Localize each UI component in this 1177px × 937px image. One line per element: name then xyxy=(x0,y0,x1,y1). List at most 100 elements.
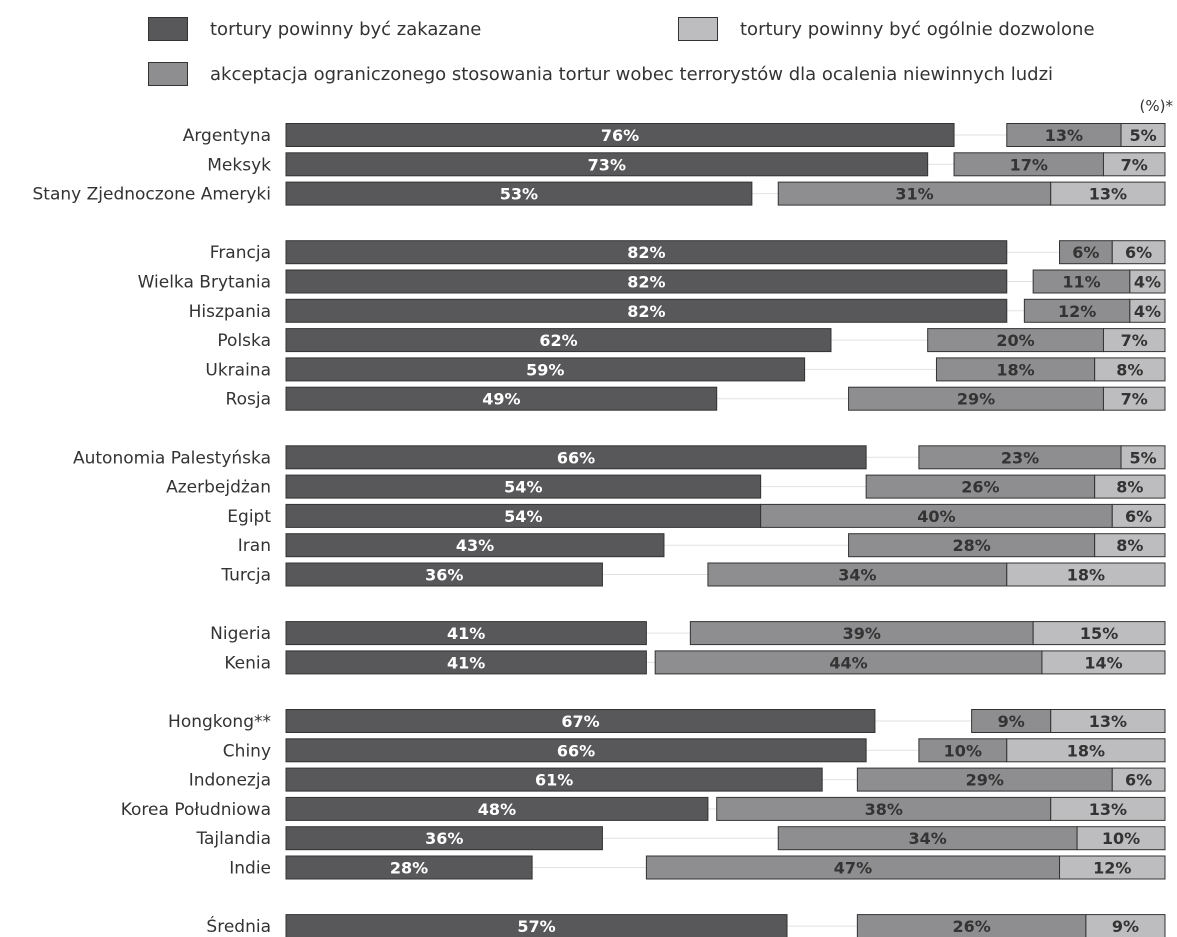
value-label-allowed: 6% xyxy=(1125,243,1152,262)
bar-banned xyxy=(285,855,533,880)
bar-banned xyxy=(285,328,832,353)
bar-row-azerbejdzan: Azerbejdżan 54% 26% 8% xyxy=(166,474,1166,499)
unit-label: (%)* xyxy=(1139,97,1173,115)
value-label-allowed: 14% xyxy=(1084,653,1122,672)
bar-row-hongkong: Hongkong** 67% 9% 13% xyxy=(168,709,1166,733)
value-label-limited: 10% xyxy=(944,741,982,760)
bar-row-indonezja: Indonezja 61% 29% 6% xyxy=(189,767,1166,792)
bar-allowed xyxy=(1129,269,1166,294)
bar-row-rosja: Rosja 49% 29% 7% xyxy=(226,386,1166,411)
bar-allowed xyxy=(1006,738,1166,763)
bar-allowed xyxy=(1085,914,1166,937)
bar-allowed xyxy=(1094,533,1166,558)
category-label: Iran xyxy=(238,536,271,556)
bar-row-hiszpania: Hiszpania 82% 12% 4% xyxy=(189,298,1166,323)
value-label-allowed: 6% xyxy=(1125,771,1152,790)
bar-allowed xyxy=(1111,240,1166,265)
value-label-limited: 31% xyxy=(895,185,933,204)
value-label-banned: 54% xyxy=(504,478,542,497)
value-label-allowed: 8% xyxy=(1116,360,1143,379)
value-label-allowed: 15% xyxy=(1080,624,1118,643)
bar-allowed xyxy=(1032,621,1166,646)
value-label-allowed: 7% xyxy=(1121,390,1148,409)
value-label-allowed: 12% xyxy=(1093,859,1131,878)
category-label: Kenia xyxy=(224,653,271,673)
bar-allowed xyxy=(1041,650,1166,675)
value-label-banned: 53% xyxy=(500,185,538,204)
category-label: Tajlandia xyxy=(195,829,271,849)
value-label-allowed: 18% xyxy=(1067,566,1105,585)
value-label-limited: 34% xyxy=(909,829,947,848)
value-label-allowed: 7% xyxy=(1121,155,1148,174)
bar-banned xyxy=(285,240,1008,265)
bar-row-stany-zjednoczone-ameryki: Stany Zjednoczone Ameryki 53% 31% 13% xyxy=(33,181,1166,206)
value-label-banned: 28% xyxy=(390,859,428,878)
value-label-limited: 44% xyxy=(829,653,867,672)
bar-banned xyxy=(285,474,762,499)
value-label-banned: 57% xyxy=(517,917,555,936)
bar-row-chiny: Chiny 66% 10% 18% xyxy=(223,738,1166,763)
bar-banned xyxy=(285,562,603,587)
value-label-allowed: 8% xyxy=(1116,536,1143,555)
value-label-limited: 39% xyxy=(843,624,881,643)
bar-row-wielka-brytania: Wielka Brytania 82% 11% 4% xyxy=(138,269,1166,294)
value-label-banned: 43% xyxy=(456,536,494,555)
value-label-limited: 17% xyxy=(1010,155,1048,174)
value-label-allowed: 5% xyxy=(1129,448,1156,467)
value-label-limited: 11% xyxy=(1062,273,1100,292)
value-label-limited: 40% xyxy=(917,507,955,526)
bar-banned xyxy=(285,709,876,733)
bar-allowed xyxy=(1120,445,1166,470)
legend-label-limited: akceptacja ograniczonego stosowania tort… xyxy=(210,63,1054,85)
value-label-banned: 62% xyxy=(539,331,577,350)
bar-banned xyxy=(285,298,1008,323)
value-label-allowed: 10% xyxy=(1102,829,1140,848)
bar-row-argentyna: Argentyna 76% 13% 5% xyxy=(183,123,1166,147)
value-label-allowed: 4% xyxy=(1134,273,1161,292)
bar-allowed xyxy=(1111,503,1166,528)
value-label-limited: 23% xyxy=(1001,448,1039,467)
bar-row-egipt: Egipt 54% 40% 6% xyxy=(227,503,1166,528)
category-label: Średnia xyxy=(206,915,271,937)
value-label-banned: 73% xyxy=(588,155,626,174)
value-label-banned: 48% xyxy=(478,800,516,819)
value-label-banned: 54% xyxy=(504,507,542,526)
value-label-allowed: 13% xyxy=(1089,800,1127,819)
value-label-allowed: 6% xyxy=(1125,507,1152,526)
bar-banned xyxy=(285,269,1008,294)
category-label: Chiny xyxy=(223,741,271,761)
bar-banned xyxy=(285,826,603,851)
category-label: Hiszpania xyxy=(189,302,271,322)
bar-row-nigeria: Nigeria 41% 39% 15% xyxy=(210,621,1166,646)
bar-row-indie: Indie 28% 47% 12% xyxy=(229,855,1166,880)
legend: tortury powinny być zakazane tortury pow… xyxy=(0,0,1177,100)
category-label: Stany Zjednoczone Ameryki xyxy=(33,185,271,205)
value-label-allowed: 5% xyxy=(1129,126,1156,145)
category-label: Francja xyxy=(210,243,271,263)
value-label-banned: 59% xyxy=(526,360,564,379)
bar-banned xyxy=(285,445,867,470)
legend-item-allowed: tortury powinny być ogólnie dozwolone xyxy=(678,16,1095,42)
bar-banned xyxy=(285,621,647,646)
legend-label-allowed: tortury powinny być ogólnie dozwolone xyxy=(740,18,1095,40)
bar-allowed xyxy=(1129,298,1166,323)
category-label: Wielka Brytania xyxy=(138,273,271,293)
bar-allowed xyxy=(1102,152,1166,177)
category-label: Hongkong** xyxy=(168,712,271,732)
bar-allowed xyxy=(1006,562,1166,587)
bar-row-ukraina: Ukraina 59% 18% 8% xyxy=(205,357,1166,382)
bar-row-korea-poludniowa: Korea Południowa 48% 38% 13% xyxy=(121,796,1166,821)
bar-banned xyxy=(285,123,955,147)
legend-label-banned: tortury powinny być zakazane xyxy=(210,18,482,40)
value-label-allowed: 9% xyxy=(1112,917,1139,936)
value-label-banned: 41% xyxy=(447,653,485,672)
value-label-banned: 66% xyxy=(557,448,595,467)
bar-banned xyxy=(285,152,929,177)
category-label: Azerbejdżan xyxy=(166,478,271,498)
value-label-banned: 49% xyxy=(482,390,520,409)
value-label-banned: 76% xyxy=(601,126,639,145)
bar-banned xyxy=(285,914,788,937)
bar-allowed xyxy=(1059,855,1166,880)
bar-allowed xyxy=(1102,328,1166,353)
category-label: Argentyna xyxy=(183,126,271,146)
